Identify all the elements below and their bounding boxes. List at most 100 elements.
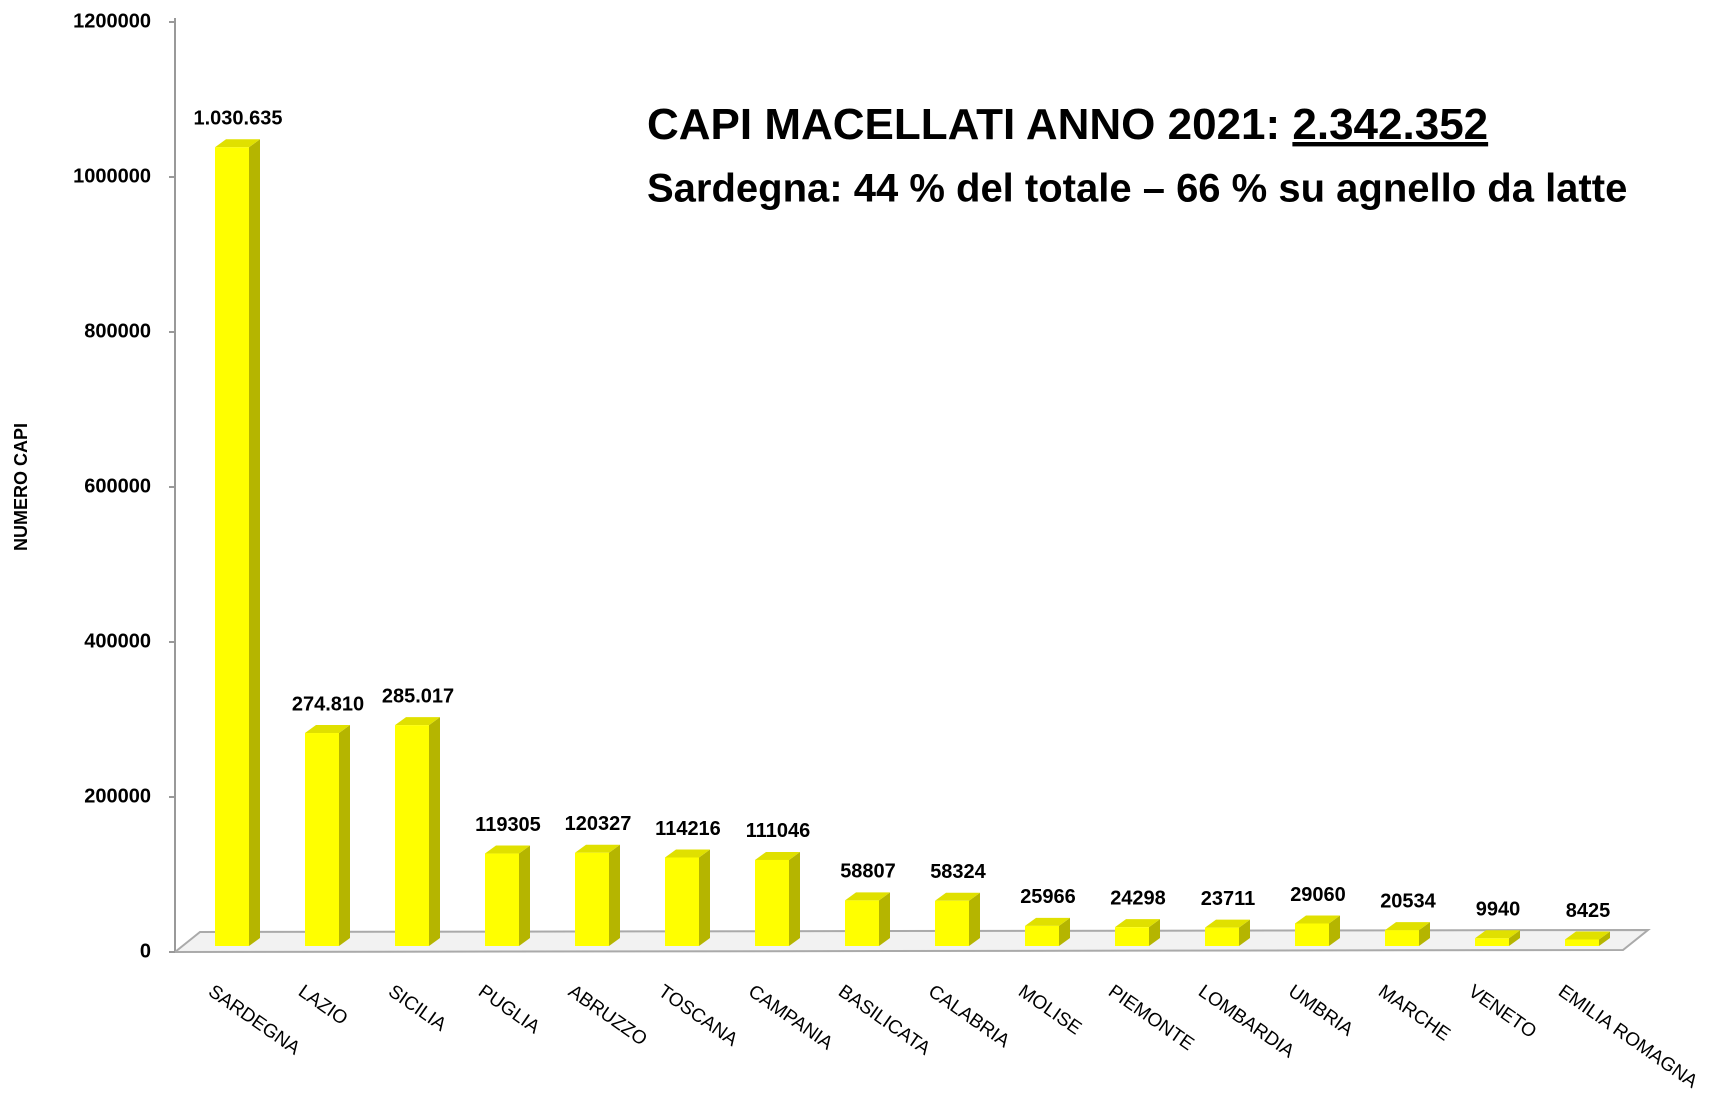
bar-face (1599, 931, 1610, 946)
bar (935, 892, 980, 946)
data-label: 25966 (1020, 886, 1076, 908)
y-tick-label: 0 (140, 940, 151, 962)
x-tick-label: BASILICATA (834, 981, 934, 1060)
data-label: 58807 (840, 861, 896, 883)
bar (1295, 915, 1340, 946)
x-tick-label: MARCHE (1374, 981, 1453, 1045)
bar-face (1025, 925, 1059, 946)
bar (1025, 917, 1070, 946)
x-tick-label: UMBRIA (1284, 981, 1357, 1041)
bar (305, 725, 350, 946)
bar-face (699, 849, 710, 946)
y-axis-label: NUMERO CAPI (11, 423, 31, 551)
bar-face (845, 900, 879, 946)
x-tick-label: CALABRIA (924, 981, 1013, 1052)
bar-face (1059, 917, 1070, 946)
bar-face (1115, 927, 1149, 946)
bar-face (879, 892, 890, 946)
y-tick-label: 200000 (84, 785, 151, 807)
bar-face (305, 733, 339, 946)
bar-face (969, 892, 980, 946)
data-label: 9940 (1476, 899, 1521, 921)
bar (215, 139, 260, 946)
bar-face (755, 859, 789, 946)
chart-subtitle: Sardegna: 44 % del totale – 66 % su agne… (647, 167, 1627, 211)
bar-face (215, 147, 249, 946)
data-label: 8425 (1566, 900, 1611, 922)
bar (1205, 919, 1250, 946)
x-tick-label: CAMPANIA (744, 981, 836, 1055)
x-tick-label: LOMBARDIA (1194, 981, 1298, 1063)
bar-face (429, 717, 440, 946)
bar-face (609, 844, 620, 946)
data-label: 111046 (746, 820, 811, 842)
bar-face (1419, 922, 1430, 946)
bar-face (395, 725, 429, 946)
bar (755, 851, 800, 946)
bar (1475, 930, 1520, 946)
bar-face (1385, 922, 1430, 931)
bar-face (845, 892, 890, 901)
x-tick-label: SARDEGNA (204, 981, 304, 1060)
x-tick-label: PUGLIA (474, 981, 543, 1038)
bar-face (935, 900, 969, 946)
bar-face (339, 725, 350, 946)
bar-face (519, 845, 530, 946)
bar (575, 844, 620, 946)
bar (1565, 931, 1610, 946)
bar-face (1205, 919, 1250, 928)
title-text: CAPI MACELLATI ANNO 2021: (647, 100, 1292, 149)
data-label: 20534 (1380, 890, 1436, 912)
y-tick-label: 400000 (84, 630, 151, 652)
data-label: 114216 (655, 818, 721, 840)
bar-face (575, 844, 620, 853)
bar-face (485, 845, 530, 854)
data-label: 120327 (565, 813, 632, 835)
y-tick-label: 800000 (84, 320, 151, 342)
bar-face (1295, 915, 1340, 924)
x-tick-label: MOLISE (1014, 981, 1085, 1039)
x-tick-label: LAZIO (294, 981, 351, 1030)
bar-face (1115, 919, 1160, 928)
y-tick-label: 1200000 (73, 10, 151, 32)
data-label: 285.017 (382, 685, 454, 707)
bar-face (1205, 927, 1239, 946)
bar-face (395, 717, 440, 726)
y-tick-label: 1000000 (73, 165, 151, 187)
title-total: 2.342.352 (1292, 100, 1488, 149)
bar-face (755, 851, 800, 860)
bar-face (1565, 931, 1610, 940)
bar-face (215, 139, 260, 148)
x-tick-label: TOSCANA (654, 981, 741, 1051)
bar-face (1295, 923, 1329, 946)
bar-face (665, 857, 699, 946)
chart-title: CAPI MACELLATI ANNO 2021: 2.342.352 (647, 100, 1488, 149)
bar (845, 892, 890, 946)
bar-face (935, 892, 980, 901)
bar-face (1475, 930, 1520, 939)
bar-face (665, 849, 710, 858)
bar-face (249, 139, 260, 946)
x-tick-label: PIEMONTE (1104, 981, 1197, 1055)
bar (1385, 922, 1430, 946)
bar-face (575, 852, 609, 946)
bar-face (1025, 917, 1070, 926)
x-tick-label: SICILIA (384, 981, 450, 1036)
bar-face (485, 853, 519, 946)
bar-face (305, 725, 350, 734)
data-label: 58324 (930, 861, 986, 883)
y-tick-label: 600000 (84, 475, 151, 497)
bar (1115, 919, 1160, 946)
bar-face (789, 851, 800, 946)
data-label: 1.030.635 (194, 108, 283, 130)
data-label: 119305 (475, 814, 541, 836)
bar (485, 845, 530, 946)
bar-face (1565, 939, 1599, 946)
bar-face (1239, 919, 1250, 946)
bar-face (1509, 930, 1520, 946)
data-label: 24298 (1110, 887, 1166, 909)
bar-face (1149, 919, 1160, 946)
bar (665, 849, 710, 946)
data-label: 274.810 (292, 693, 364, 715)
